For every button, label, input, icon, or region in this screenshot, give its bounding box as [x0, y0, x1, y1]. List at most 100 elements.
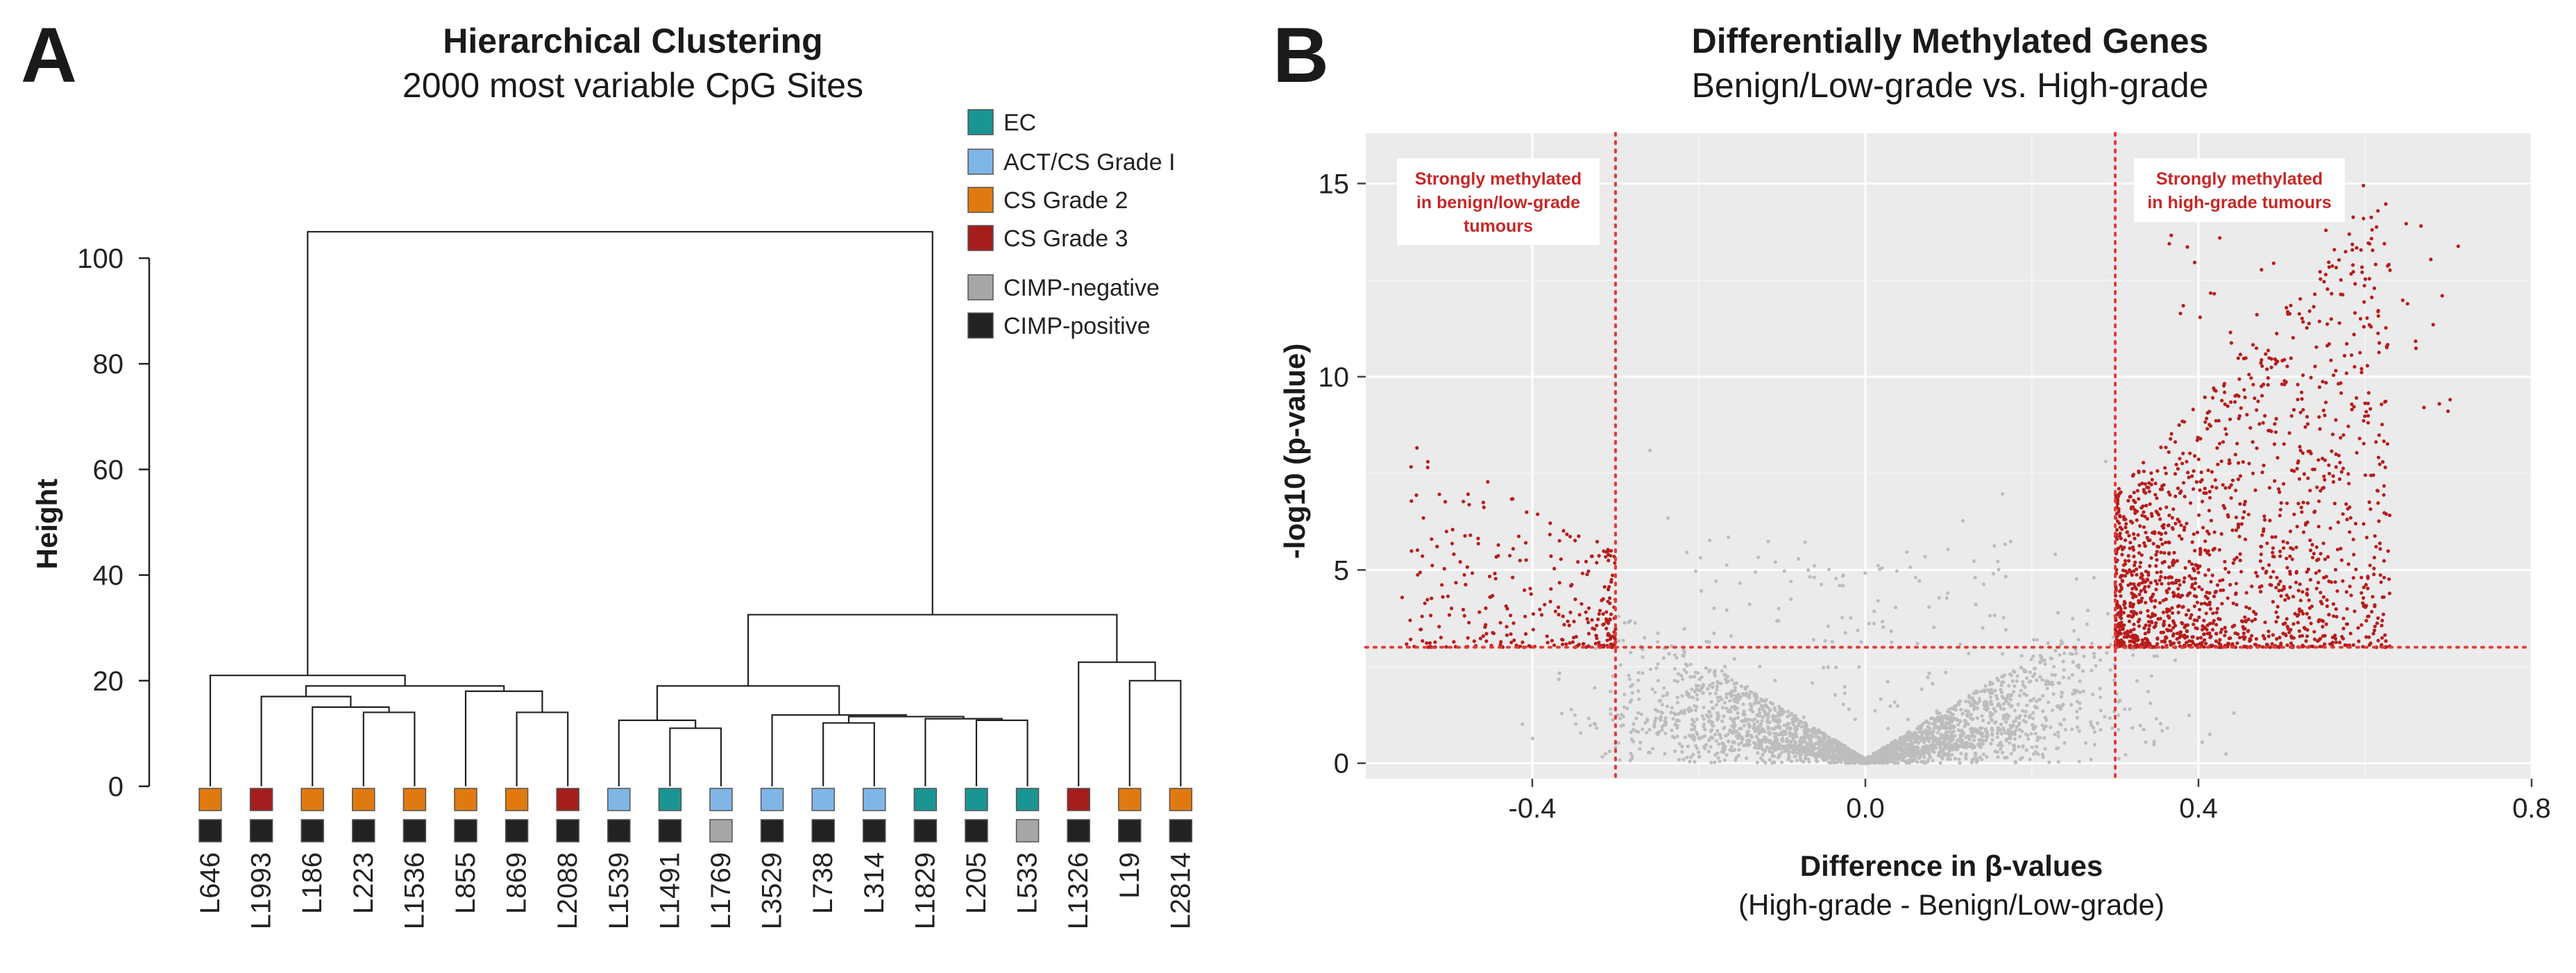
point-benign-methylated	[1545, 641, 1550, 645]
point-high-grade-methylated	[2309, 375, 2313, 380]
point-high-grade-methylated	[2230, 528, 2235, 532]
point-high-grade-methylated	[2380, 423, 2384, 427]
point-high-grade-methylated	[2319, 489, 2323, 493]
point-not-significant	[1965, 734, 1969, 738]
point-high-grade-methylated	[2296, 501, 2300, 506]
point-high-grade-methylated	[2192, 623, 2196, 627]
point-high-grade-methylated	[2292, 469, 2296, 473]
point-not-significant	[1808, 736, 1813, 740]
point-not-significant	[1837, 750, 1841, 754]
point-high-grade-methylated	[2281, 622, 2285, 626]
point-benign-methylated	[1430, 537, 1434, 541]
point-high-grade-methylated	[2282, 584, 2286, 589]
point-benign-methylated	[1425, 641, 1429, 645]
point-not-significant	[1633, 621, 1637, 625]
point-high-grade-methylated	[2209, 518, 2213, 523]
point-benign-methylated	[1496, 543, 1500, 547]
point-high-grade-methylated	[2325, 604, 2329, 609]
point-high-grade-methylated	[2135, 567, 2139, 571]
point-high-grade-methylated	[2341, 293, 2345, 297]
point-high-grade-methylated	[2305, 570, 2309, 574]
point-high-grade-methylated	[2353, 364, 2357, 369]
point-high-grade-methylated	[2264, 352, 2268, 356]
point-high-grade-methylated	[2139, 589, 2143, 593]
point-high-grade-methylated	[2146, 630, 2151, 634]
point-high-grade-methylated	[2153, 482, 2158, 486]
point-not-significant	[2050, 708, 2054, 712]
point-not-significant	[1929, 747, 1933, 751]
point-not-significant	[1690, 695, 1695, 700]
point-benign-methylated	[1443, 500, 1448, 504]
point-not-significant	[1881, 619, 1885, 624]
point-high-grade-methylated	[2259, 361, 2263, 365]
point-high-grade-methylated	[2353, 311, 2357, 315]
cimp-square	[556, 819, 579, 843]
point-not-significant	[1695, 697, 1700, 702]
dendrogram-link	[464, 690, 543, 786]
point-not-significant	[1663, 752, 1667, 756]
point-high-grade-methylated	[2174, 581, 2178, 585]
point-high-grade-methylated	[2281, 539, 2285, 543]
grade-square	[709, 788, 733, 811]
point-high-grade-methylated	[2309, 621, 2313, 625]
point-high-grade-methylated	[2143, 482, 2147, 486]
point-not-significant	[1908, 758, 1912, 762]
point-not-significant	[1797, 557, 1801, 561]
point-high-grade-methylated	[2223, 390, 2227, 394]
point-not-significant	[1918, 736, 1922, 740]
point-high-grade-methylated	[2383, 400, 2387, 404]
point-benign-methylated	[1467, 502, 1471, 507]
point-not-significant	[1729, 689, 1734, 693]
point-high-grade-methylated	[2171, 625, 2176, 630]
point-benign-methylated	[1553, 609, 1557, 614]
point-high-grade-methylated	[2363, 473, 2367, 477]
point-high-grade-methylated	[2180, 419, 2185, 423]
point-benign-methylated	[1518, 559, 1522, 563]
point-high-grade-methylated	[2185, 634, 2189, 639]
point-not-significant	[1988, 695, 1993, 700]
point-not-significant	[1936, 719, 1940, 723]
point-not-significant	[2014, 728, 2018, 732]
point-not-significant	[1748, 718, 1752, 722]
point-high-grade-methylated	[2370, 609, 2374, 614]
point-high-grade-methylated	[2330, 291, 2334, 296]
point-not-significant	[1963, 709, 1968, 713]
point-high-grade-methylated	[2297, 629, 2301, 633]
point-not-significant	[2232, 711, 2236, 715]
point-high-grade-methylated	[2291, 595, 2296, 599]
point-not-significant	[1600, 755, 1604, 759]
point-high-grade-methylated	[2316, 525, 2321, 529]
point-high-grade-methylated	[2282, 442, 2286, 446]
point-not-significant	[1652, 722, 1656, 727]
point-not-significant	[2072, 688, 2076, 693]
point-high-grade-methylated	[2195, 627, 2199, 631]
point-high-grade-methylated	[2368, 564, 2372, 568]
point-not-significant	[2208, 732, 2212, 736]
point-not-significant	[2017, 693, 2022, 697]
point-not-significant	[2084, 741, 2088, 745]
point-high-grade-methylated	[2298, 410, 2303, 414]
point-not-significant	[1593, 722, 1598, 727]
point-high-grade-methylated	[2226, 513, 2230, 517]
point-high-grade-methylated	[2162, 551, 2167, 555]
point-high-grade-methylated	[2312, 305, 2316, 309]
point-not-significant	[1663, 716, 1668, 720]
point-not-significant	[1820, 731, 1824, 735]
point-high-grade-methylated	[2213, 478, 2217, 482]
point-not-significant	[1975, 716, 1979, 720]
point-benign-methylated	[1601, 645, 1606, 649]
point-high-grade-methylated	[2138, 561, 2143, 565]
point-not-significant	[1927, 736, 1931, 741]
point-high-grade-methylated	[2217, 441, 2222, 446]
point-high-grade-methylated	[2270, 535, 2274, 539]
point-high-grade-methylated	[2186, 471, 2190, 475]
point-benign-methylated	[1604, 610, 1609, 614]
point-not-significant	[1782, 723, 1786, 727]
sample-label: L3529	[757, 852, 788, 929]
point-not-significant	[2035, 738, 2040, 743]
point-benign-methylated	[1504, 604, 1508, 609]
point-not-significant	[1837, 741, 1841, 745]
point-benign-methylated	[1505, 625, 1509, 629]
point-high-grade-methylated	[2203, 539, 2208, 543]
point-high-grade-methylated	[2267, 486, 2271, 490]
